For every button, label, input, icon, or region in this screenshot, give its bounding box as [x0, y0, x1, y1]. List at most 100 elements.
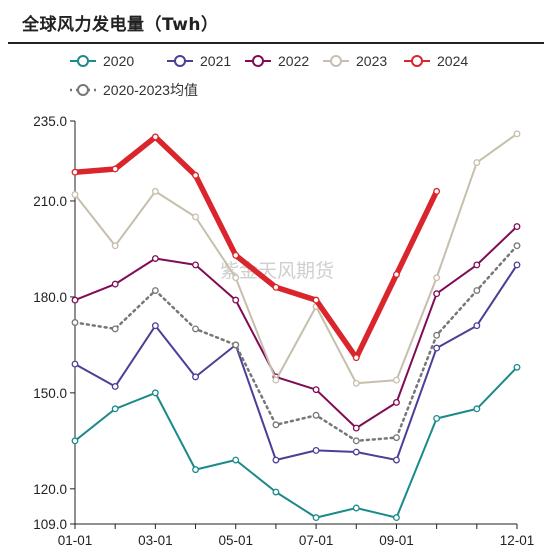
data-point	[151, 389, 159, 397]
legend-item[interactable]: 2022	[245, 53, 309, 69]
legend-swatch-marker	[330, 55, 342, 67]
data-point	[71, 168, 79, 176]
data-point	[192, 325, 199, 333]
data-point	[192, 466, 199, 474]
data-point	[352, 448, 360, 456]
series-line	[74, 132, 518, 385]
data-point	[272, 283, 280, 291]
data-point	[192, 171, 199, 179]
data-point	[473, 159, 481, 167]
data-point	[192, 373, 199, 381]
data-point	[433, 187, 441, 195]
data-point	[232, 456, 240, 464]
legend-swatch-marker	[77, 84, 89, 96]
series-line	[74, 263, 518, 461]
data-point	[151, 322, 159, 330]
legend-label: 2023	[356, 53, 387, 69]
data-point	[513, 130, 521, 138]
data-point	[473, 405, 481, 413]
data-point	[111, 405, 119, 413]
data-point	[71, 360, 79, 368]
legend-swatch-marker	[77, 55, 89, 67]
data-point	[272, 488, 280, 496]
data-point	[192, 213, 199, 221]
data-point	[272, 421, 280, 429]
data-point	[393, 434, 400, 442]
data-point	[232, 296, 240, 304]
data-point	[513, 363, 521, 371]
data-point	[393, 399, 400, 406]
legend-item[interactable]: 2020-2023均值	[70, 82, 198, 98]
data-point	[312, 446, 320, 454]
data-point	[111, 242, 119, 250]
legend-swatch-marker	[252, 55, 264, 67]
x-tick-label: 12-01	[500, 533, 535, 548]
series-2	[71, 261, 521, 464]
chart-title: 全球风力发电量（Twh）	[22, 15, 219, 35]
data-point	[352, 437, 360, 445]
data-point	[151, 287, 159, 294]
data-point	[151, 187, 159, 195]
legend-label: 2024	[437, 53, 468, 69]
data-point	[111, 325, 119, 333]
legend-item[interactable]: 2024	[404, 53, 468, 69]
data-point	[473, 322, 481, 330]
x-tick-label: 07-01	[299, 533, 334, 548]
legend: 2020 2021 2022 2023 2024 2020-2023均值	[70, 53, 468, 98]
series-6	[71, 242, 521, 445]
legend-item[interactable]: 2023	[323, 53, 387, 69]
y-tick-label: 109.0	[33, 517, 67, 532]
data-point	[312, 411, 320, 419]
data-point	[71, 191, 79, 199]
legend-label: 2021	[200, 53, 231, 69]
data-point	[513, 223, 521, 230]
title-underline	[8, 42, 544, 44]
data-point	[433, 331, 441, 339]
y-tick-label: 180.0	[33, 290, 67, 305]
data-point	[312, 514, 320, 522]
data-point	[513, 261, 521, 269]
data-point	[513, 242, 521, 250]
data-point	[473, 287, 481, 294]
legend-item[interactable]: 2021	[167, 53, 231, 69]
y-tick-label: 120.0	[33, 482, 67, 497]
y-tick-label: 150.0	[33, 386, 67, 401]
data-point	[232, 274, 240, 282]
y-tick-label: 235.0	[33, 114, 67, 129]
data-point	[272, 376, 280, 384]
data-point	[232, 341, 240, 349]
data-point	[433, 415, 441, 422]
series-5	[71, 133, 441, 362]
legend-label: 2020-2023均值	[103, 82, 198, 98]
series-4	[71, 130, 521, 387]
data-point	[393, 376, 400, 384]
data-point	[312, 296, 320, 304]
data-point	[71, 296, 79, 304]
data-point	[352, 504, 360, 512]
legend-item[interactable]: 2020	[70, 53, 134, 69]
data-point	[433, 274, 441, 282]
legend-label: 2022	[278, 53, 309, 69]
data-point	[151, 133, 159, 141]
data-point	[393, 514, 400, 522]
data-point	[352, 354, 360, 362]
y-tick-label: 210.0	[33, 194, 67, 209]
data-point	[272, 456, 280, 464]
data-point	[151, 255, 159, 262]
series-line	[74, 366, 518, 519]
data-point	[473, 261, 481, 269]
series-line	[74, 225, 518, 429]
legend-swatch-marker	[411, 55, 423, 67]
series-line	[73, 244, 519, 443]
data-point	[111, 165, 119, 173]
x-tick-label: 01-01	[58, 533, 93, 548]
series-1	[71, 363, 521, 522]
x-tick-label: 05-01	[218, 533, 253, 548]
data-point	[192, 261, 199, 269]
data-point	[71, 319, 79, 326]
legend-label: 2020	[103, 53, 134, 69]
data-point	[352, 424, 360, 432]
series-line	[72, 134, 440, 361]
data-point	[393, 456, 400, 464]
